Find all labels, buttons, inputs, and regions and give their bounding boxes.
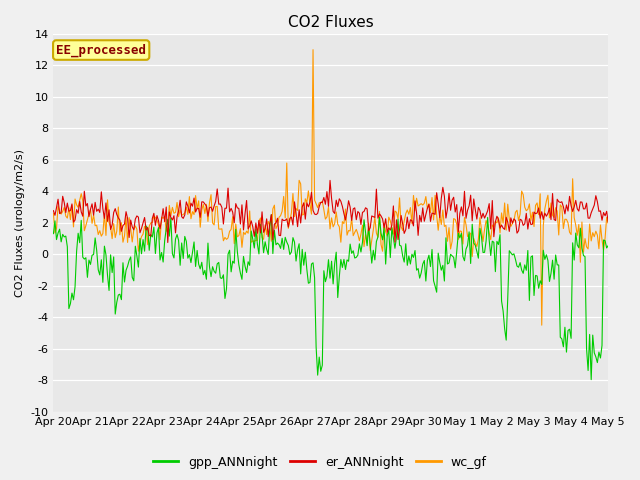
Legend: gpp_ANNnight, er_ANNnight, wc_gf: gpp_ANNnight, er_ANNnight, wc_gf — [148, 451, 492, 474]
Y-axis label: CO2 Fluxes (urology/m2/s): CO2 Fluxes (urology/m2/s) — [15, 149, 25, 297]
Text: EE_processed: EE_processed — [56, 43, 146, 57]
Title: CO2 Fluxes: CO2 Fluxes — [288, 15, 374, 30]
